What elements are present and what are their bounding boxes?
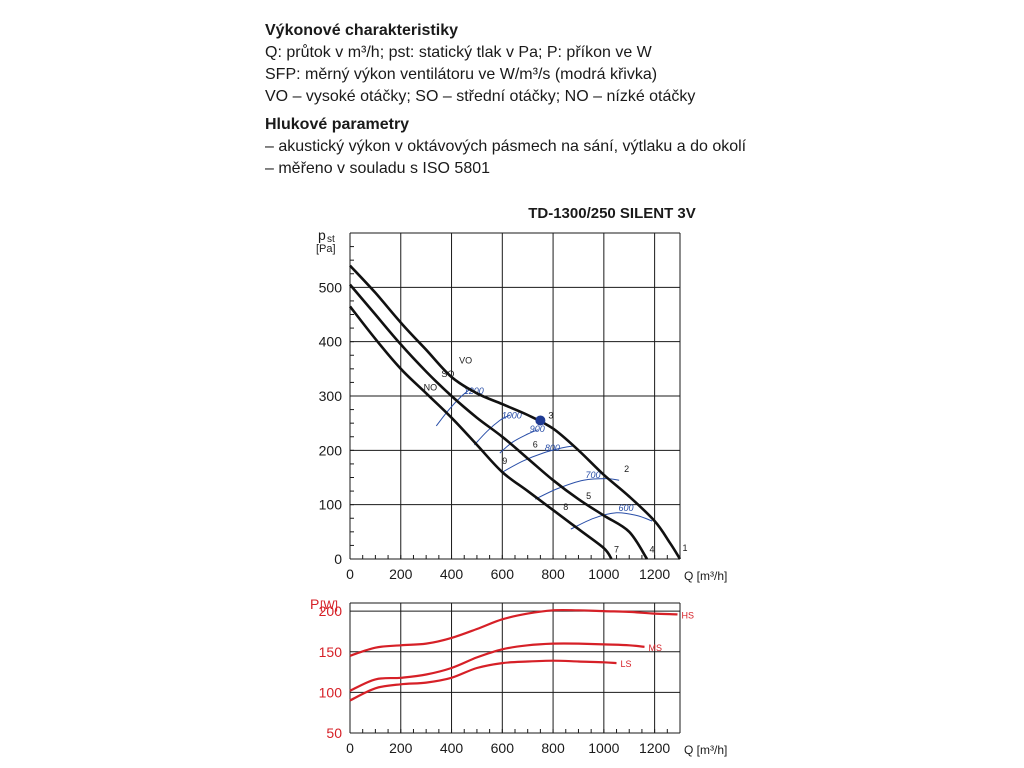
- operating-point-label: 8: [563, 502, 568, 512]
- sfp-curve-label: 900: [530, 424, 545, 434]
- fan-curve-no: [348, 305, 613, 560]
- noise-line: – akustický výkon v oktávových pásmech n…: [265, 138, 747, 155]
- power-curve-label: LS: [621, 659, 632, 669]
- performance-line: SFP: měrný výkon ventilátoru ve W/m³/s (…: [265, 66, 658, 83]
- sfp-curve: [435, 387, 473, 427]
- x-tick-label: 1000: [588, 740, 619, 756]
- curve-label: SO: [441, 369, 454, 379]
- fan-curve-so: [349, 283, 649, 560]
- operating-point-label: 3: [548, 410, 553, 420]
- sfp-curve-label: 1000: [502, 410, 522, 420]
- x-tick-label: 200: [389, 566, 413, 582]
- fan-curve-vo: [349, 264, 682, 560]
- operating-point-label: 1: [683, 543, 688, 553]
- y-tick-label: 50: [326, 725, 342, 741]
- x-tick-label: 800: [541, 740, 565, 756]
- chart-title: TD-1300/250 SILENT 3V: [528, 205, 696, 222]
- x-tick-label: 0: [346, 740, 354, 756]
- sfp-curve: [474, 414, 511, 446]
- y-axis-unit: [Pa]: [316, 243, 336, 255]
- x-tick-label: 1200: [639, 566, 670, 582]
- performance-line: Q: průtok v m³/h; pst: statický tlak v P…: [265, 44, 652, 61]
- curve-label: NO: [424, 383, 438, 393]
- sfp-curve: [499, 429, 539, 454]
- power-curve-ms: [349, 642, 645, 692]
- operating-point-label: 6: [533, 440, 538, 450]
- operating-point-label: 2: [624, 464, 629, 474]
- sfp-curve: [535, 478, 620, 500]
- sfp-curve: [502, 445, 574, 473]
- y-tick-label: 200: [319, 442, 343, 458]
- x-axis-label: Q [m³/h]: [684, 569, 727, 583]
- y-tick-label: 100: [319, 497, 343, 513]
- y-axis-unit: [W]: [320, 598, 338, 612]
- x-tick-label: 400: [440, 740, 464, 756]
- noise-title: Hlukové parametry: [265, 116, 410, 133]
- y-tick-label: 500: [319, 279, 343, 295]
- x-tick-label: 1200: [639, 740, 670, 756]
- x-tick-label: 400: [440, 566, 464, 582]
- y-tick-label: 150: [319, 644, 343, 660]
- x-tick-label: 600: [491, 566, 515, 582]
- description-block: Výkonové charakteristiky Q: průtok v m³/…: [265, 20, 825, 180]
- sfp-curve-label: 800: [545, 443, 560, 453]
- y-axis-label: p: [318, 227, 326, 243]
- power-curve-label: MS: [648, 643, 662, 653]
- pressure-chart: TD-1300/250 SILENT 3V0 200 400 600 800 1000 12…: [316, 205, 727, 583]
- noise-line: – měřeno v souladu s ISO 5801: [265, 160, 491, 177]
- operating-point-label: 4: [650, 544, 655, 554]
- y-axis-label: P: [310, 596, 319, 612]
- operating-point-marker: [535, 415, 546, 426]
- power-curve-label: HS: [681, 610, 694, 620]
- y-axis-label-sub: st: [327, 234, 335, 245]
- operating-point-label: 7: [614, 544, 619, 554]
- power-curve-hs: [349, 608, 678, 657]
- x-tick-label: 0: [346, 566, 354, 582]
- sfp-curve: [570, 512, 653, 530]
- operating-point-label: 9: [502, 456, 507, 466]
- power-curve-ls: [349, 659, 617, 702]
- y-tick-label: 400: [319, 334, 343, 350]
- sfp-curve-label: 700: [586, 470, 601, 480]
- x-tick-label: 200: [389, 740, 413, 756]
- y-tick-label: 100: [319, 684, 343, 700]
- performance-title: Výkonové charakteristiky: [265, 22, 458, 39]
- operating-point-label: 5: [586, 491, 591, 501]
- x-axis-label: Q [m³/h]: [684, 743, 727, 757]
- curve-label: VO: [459, 355, 472, 365]
- x-tick-label: 800: [541, 566, 565, 582]
- y-tick-label: 300: [319, 388, 343, 404]
- sfp-curve-label: 600: [619, 503, 634, 513]
- x-tick-label: 600: [491, 740, 515, 756]
- y-tick-label: 200: [319, 603, 343, 619]
- x-tick-label: 1000: [588, 566, 619, 582]
- y-tick-label: 0: [334, 551, 342, 567]
- performance-line: VO – vysoké otáčky; SO – střední otáčky;…: [265, 88, 696, 105]
